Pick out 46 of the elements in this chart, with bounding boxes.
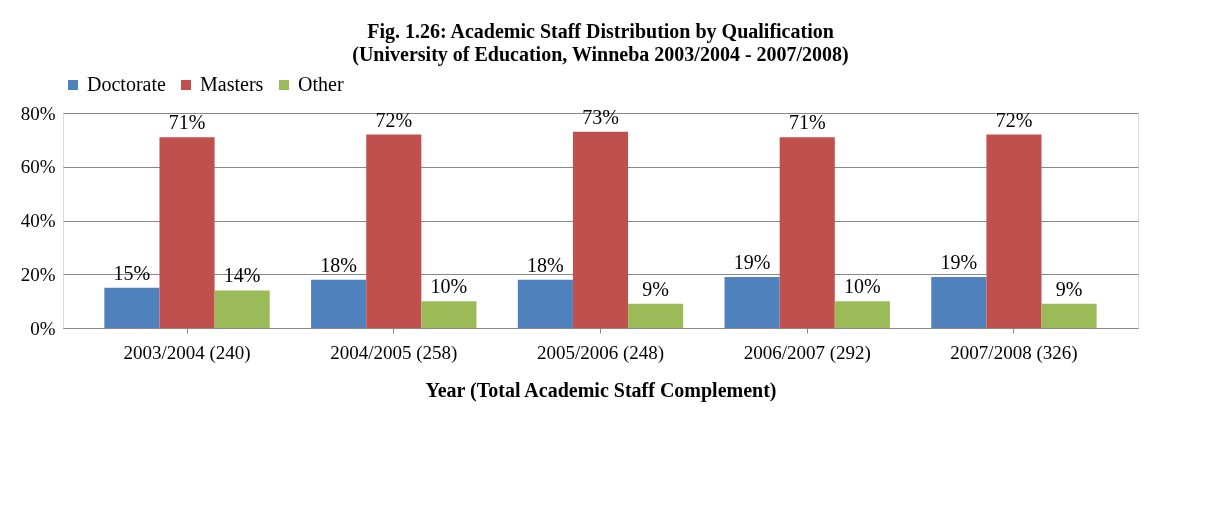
- y-tick-label: 40%: [20, 210, 56, 231]
- x-tick-label: 2005/2006 (248): [536, 341, 665, 364]
- bar: [214, 290, 270, 328]
- bar: [628, 303, 684, 328]
- x-axis-title: Year (Total Academic Staff Complement): [425, 378, 777, 402]
- y-tick-label: 20%: [20, 263, 56, 285]
- legend-label: Other: [298, 73, 344, 95]
- data-label: 18%: [527, 253, 564, 276]
- x-tick-label: 2004/2005 (258): [330, 341, 458, 364]
- data-label: 71%: [168, 111, 206, 134]
- bar: [517, 279, 573, 328]
- bar: [311, 279, 367, 328]
- data-label: 9%: [642, 277, 669, 300]
- bar: [572, 131, 629, 328]
- data-label: 10%: [844, 275, 881, 298]
- y-tick-label: 60%: [20, 156, 56, 178]
- bar: [366, 134, 422, 328]
- x-tick-label: 2007/2008 (326): [950, 341, 1078, 364]
- bar: [931, 276, 987, 328]
- data-label: 72%: [375, 108, 413, 131]
- legend-label: Doctorate: [87, 73, 166, 95]
- bar: [421, 301, 477, 328]
- bar: [724, 276, 780, 328]
- data-label: 15%: [113, 261, 151, 284]
- x-tick-label: 2003/2004 (240): [123, 341, 251, 364]
- bar: [1041, 303, 1097, 328]
- bar: [104, 287, 160, 328]
- data-label: 72%: [995, 108, 1033, 131]
- legend-label: Masters: [200, 73, 264, 95]
- data-label: 19%: [940, 250, 978, 273]
- bar: [779, 137, 835, 328]
- x-tick-label: 2006/2007 (292): [743, 341, 871, 364]
- y-tick-label: 80%: [20, 102, 56, 124]
- data-label: 14%: [223, 264, 261, 287]
- data-label: 18%: [320, 253, 357, 276]
- data-label: 10%: [430, 275, 468, 298]
- data-label: 19%: [733, 250, 771, 273]
- y-tick-label: 0%: [30, 317, 56, 339]
- bar: [986, 134, 1042, 328]
- bar: [834, 301, 890, 328]
- data-label: 71%: [788, 111, 826, 134]
- data-label: 9%: [1055, 277, 1083, 300]
- chart-title: Fig. 1.26: Academic Staff Distribution by Qualification: [367, 20, 834, 43]
- chart-subtitle: (University of Education, Winneba 2003/2004 - 2007/2008): [352, 43, 849, 66]
- data-label: 73%: [582, 105, 619, 128]
- bar: [159, 137, 215, 328]
